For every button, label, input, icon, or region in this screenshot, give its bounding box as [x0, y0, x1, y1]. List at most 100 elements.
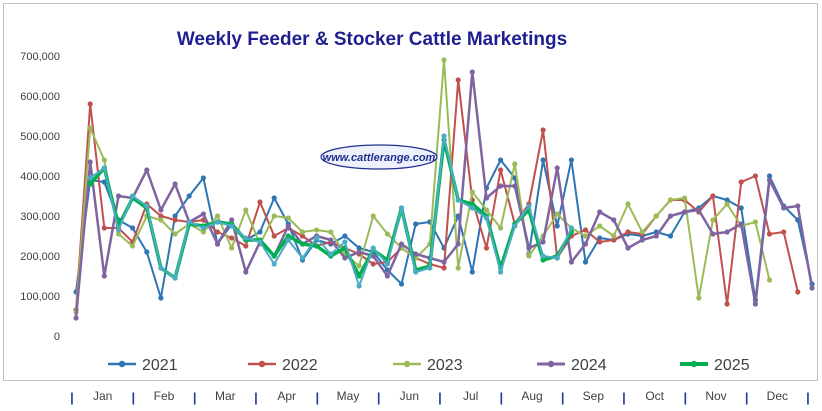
- data-point: [597, 209, 603, 215]
- watermark: www.cattlerange.com: [320, 144, 438, 170]
- y-tick-label: 100,000: [20, 291, 60, 303]
- month-label: Jun: [400, 389, 419, 403]
- data-point: [455, 197, 461, 203]
- month-label: Jul: [463, 389, 478, 403]
- data-point: [724, 229, 730, 235]
- data-point: [172, 231, 178, 237]
- data-point: [512, 183, 518, 189]
- data-point: [568, 225, 575, 231]
- data-point: [625, 229, 631, 235]
- data-point: [809, 285, 815, 291]
- legend-item: 2025: [680, 357, 750, 374]
- data-point: [314, 227, 320, 233]
- data-point: [540, 127, 546, 133]
- data-point: [540, 239, 546, 245]
- data-point: [611, 233, 617, 239]
- month-separator: |: [806, 390, 810, 405]
- month-label: Oct: [645, 389, 664, 403]
- data-point: [483, 215, 490, 221]
- month-separator: |: [316, 390, 320, 405]
- data-point: [144, 203, 150, 209]
- month-label: May: [337, 389, 360, 403]
- data-point: [200, 229, 206, 235]
- data-point: [271, 213, 277, 219]
- data-point: [455, 241, 461, 247]
- data-point: [115, 193, 122, 199]
- data-point: [483, 207, 490, 213]
- data-point: [158, 295, 164, 301]
- data-point: [469, 269, 475, 275]
- data-point: [738, 205, 744, 211]
- data-point: [229, 223, 235, 229]
- data-point: [724, 201, 730, 207]
- data-point: [356, 249, 362, 255]
- legend-item: 2021: [108, 357, 178, 374]
- data-point: [398, 205, 405, 211]
- legend-label: 2021: [142, 357, 178, 374]
- y-tick-label: 600,000: [20, 91, 60, 103]
- data-point: [172, 213, 178, 219]
- data-point: [766, 177, 773, 183]
- data-point: [370, 261, 376, 267]
- data-point: [257, 199, 263, 205]
- legend-item: 2023: [393, 357, 463, 374]
- data-point: [214, 219, 221, 225]
- data-point: [285, 215, 291, 221]
- data-point: [781, 229, 787, 235]
- data-point: [738, 179, 744, 185]
- data-point: [441, 57, 447, 63]
- legend-marker: [258, 360, 266, 368]
- data-point: [568, 157, 575, 163]
- y-tick-label: 200,000: [20, 251, 60, 263]
- data-point: [738, 221, 744, 227]
- data-point: [653, 233, 659, 239]
- data-point: [101, 273, 107, 279]
- month-label: Apr: [277, 389, 296, 403]
- data-point: [498, 225, 504, 231]
- data-point: [582, 233, 589, 239]
- data-point: [498, 183, 504, 189]
- data-point: [413, 251, 419, 257]
- data-point: [483, 195, 490, 201]
- data-point: [455, 265, 461, 271]
- data-point: [540, 157, 546, 163]
- data-point: [469, 189, 475, 195]
- data-point: [243, 207, 249, 213]
- month-label: Dec: [767, 389, 788, 403]
- data-point: [370, 245, 376, 251]
- month-label: Aug: [521, 389, 542, 403]
- legend: 2021 2022 2023 2024 2025: [108, 357, 750, 374]
- data-point: [752, 301, 759, 307]
- data-point: [752, 173, 759, 179]
- data-point: [115, 227, 122, 233]
- data-point: [87, 159, 93, 165]
- y-tick-label: 500,000: [20, 131, 60, 143]
- data-point: [682, 209, 688, 215]
- legend-item: 2022: [248, 357, 318, 374]
- data-point: [87, 181, 93, 187]
- legend-label: 2023: [427, 357, 463, 374]
- data-point: [611, 237, 617, 243]
- month-label: Mar: [215, 389, 236, 403]
- data-point: [667, 233, 674, 239]
- series-2023: [73, 57, 773, 315]
- data-point: [144, 249, 150, 255]
- data-point: [130, 243, 136, 249]
- month-separator: |: [500, 390, 504, 405]
- series-2021: [73, 157, 815, 303]
- y-axis: 0 100,000 200,000 300,000 400,000 500,000 600,…: [20, 51, 60, 343]
- data-point: [271, 253, 277, 259]
- data-point: [568, 259, 575, 265]
- month-separator: |: [70, 390, 74, 405]
- data-point: [582, 241, 589, 247]
- data-point: [625, 201, 631, 207]
- data-point: [356, 283, 362, 289]
- legend-marker: [547, 360, 555, 368]
- data-point: [597, 239, 603, 245]
- data-point: [271, 261, 277, 267]
- chart-title: Weekly Feeder & Stocker Cattle Marketing…: [177, 29, 567, 50]
- month-label: Feb: [154, 389, 175, 403]
- data-point: [554, 165, 560, 171]
- data-point: [498, 167, 504, 173]
- data-point: [115, 231, 122, 237]
